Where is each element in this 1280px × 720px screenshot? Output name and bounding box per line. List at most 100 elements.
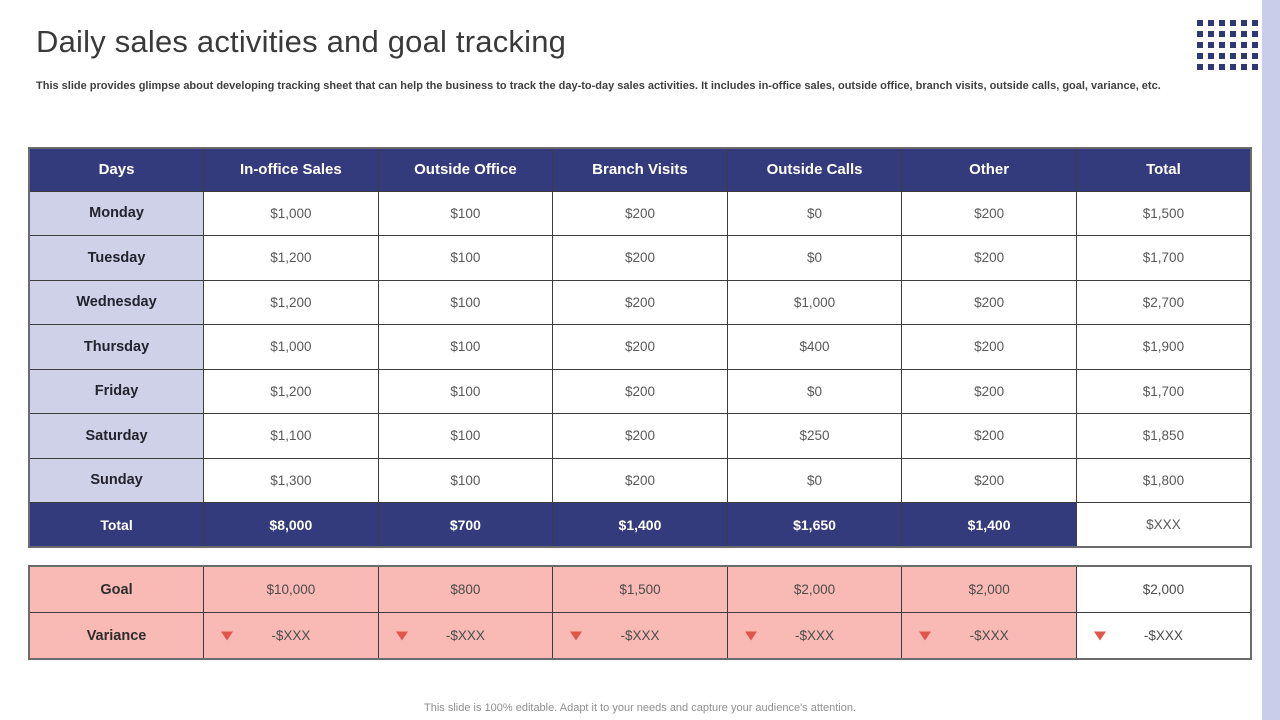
col-header-total: Total (1075, 147, 1252, 192)
col-header-outside-office: Outside Office (377, 147, 554, 192)
value-cell: $0 (726, 457, 903, 503)
table-row-friday: Friday $1,200 $100 $200 $0 $200 $1,700 (28, 368, 1252, 414)
variance-down-icon (221, 631, 234, 640)
goal-value-cell: $1,500 (552, 565, 728, 613)
goal-value-cell: $800 (377, 565, 554, 613)
variance-down-icon (395, 631, 408, 640)
variance-value: -$XXX (1143, 628, 1183, 643)
value-cell: $200 (901, 279, 1077, 325)
variance-value: -$XXX (271, 628, 311, 643)
goal-value-cell: $2,000 (726, 565, 903, 613)
table-header-row: Days In-office Sales Outside Office Bran… (28, 147, 1252, 192)
value-cell: $200 (901, 235, 1077, 281)
value-cell: $1,000 (203, 324, 379, 370)
variance-row: Variance -$XXX -$XXX -$XXX -$XXX -$XXX -… (28, 612, 1252, 660)
col-header-outside-calls: Outside Calls (726, 147, 903, 192)
variance-label: Variance (28, 612, 205, 660)
value-cell: $200 (901, 324, 1077, 370)
table-row-saturday: Saturday $1,100 $100 $200 $250 $200 $1,8… (28, 413, 1252, 459)
goal-total-cell: $2,000 (1075, 565, 1252, 613)
variance-value-cell: -$XXX (203, 612, 379, 660)
value-cell: $1,700 (1075, 235, 1252, 281)
col-header-in-office-sales: In-office Sales (203, 147, 379, 192)
value-cell: $1,300 (203, 457, 379, 503)
value-cell: $100 (377, 279, 554, 325)
table-row-wednesday: Wednesday $1,200 $100 $200 $1,000 $200 $… (28, 279, 1252, 325)
total-value-cell: $700 (377, 502, 554, 548)
value-cell: $0 (726, 190, 903, 236)
value-cell: $100 (377, 413, 554, 459)
variance-value: -$XXX (620, 628, 660, 643)
value-cell: $100 (377, 324, 554, 370)
value-cell: $200 (901, 457, 1077, 503)
variance-value: -$XXX (445, 628, 485, 643)
col-header-branch-visits: Branch Visits (552, 147, 728, 192)
value-cell: $1,200 (203, 279, 379, 325)
daily-sales-table: Days In-office Sales Outside Office Bran… (28, 147, 1252, 548)
variance-value: -$XXX (795, 628, 835, 643)
variance-value-cell: -$XXX (726, 612, 903, 660)
goal-value-cell: $10,000 (203, 565, 379, 613)
value-cell: $1,900 (1075, 324, 1252, 370)
table-row-thursday: Thursday $1,000 $100 $200 $400 $200 $1,9… (28, 324, 1252, 370)
total-value-cell: $8,000 (203, 502, 379, 548)
value-cell: $1,700 (1075, 368, 1252, 414)
col-header-days: Days (28, 147, 205, 192)
right-accent-strip (1262, 0, 1280, 720)
day-label: Monday (28, 190, 205, 236)
table-row-total: Total $8,000 $700 $1,400 $1,650 $1,400 $… (28, 502, 1252, 548)
goal-variance-table: Goal $10,000 $800 $1,500 $2,000 $2,000 $… (28, 565, 1252, 660)
table-row-sunday: Sunday $1,300 $100 $200 $0 $200 $1,800 (28, 457, 1252, 503)
total-value-cell: $1,400 (552, 502, 728, 548)
value-cell: $1,000 (726, 279, 903, 325)
value-cell: $200 (901, 413, 1077, 459)
value-cell: $1,200 (203, 368, 379, 414)
variance-down-icon (744, 631, 757, 640)
value-cell: $100 (377, 368, 554, 414)
value-cell: $0 (726, 235, 903, 281)
value-cell: $200 (552, 190, 728, 236)
table-row-monday: Monday $1,000 $100 $200 $0 $200 $1,500 (28, 190, 1252, 236)
value-cell: $2,700 (1075, 279, 1252, 325)
value-cell: $1,500 (1075, 190, 1252, 236)
value-cell: $1,850 (1075, 413, 1252, 459)
value-cell: $250 (726, 413, 903, 459)
value-cell: $1,200 (203, 235, 379, 281)
value-cell: $400 (726, 324, 903, 370)
value-cell: $100 (377, 190, 554, 236)
col-header-other: Other (901, 147, 1077, 192)
value-cell: $0 (726, 368, 903, 414)
variance-value-cell: -$XXX (552, 612, 728, 660)
value-cell: $200 (552, 413, 728, 459)
day-label: Thursday (28, 324, 205, 370)
variance-value-cell: -$XXX (901, 612, 1077, 660)
dots-pattern-icon (1197, 20, 1258, 70)
variance-value: -$XXX (969, 628, 1009, 643)
value-cell: $200 (552, 368, 728, 414)
goal-label: Goal (28, 565, 205, 613)
goal-row: Goal $10,000 $800 $1,500 $2,000 $2,000 $… (28, 565, 1252, 613)
variance-total-cell: -$XXX (1075, 612, 1252, 660)
value-cell: $100 (377, 235, 554, 281)
value-cell: $1,000 (203, 190, 379, 236)
value-cell: $200 (901, 368, 1077, 414)
value-cell: $200 (552, 235, 728, 281)
table-row-tuesday: Tuesday $1,200 $100 $200 $0 $200 $1,700 (28, 235, 1252, 281)
day-label: Saturday (28, 413, 205, 459)
variance-value-cell: -$XXX (377, 612, 554, 660)
day-label: Sunday (28, 457, 205, 503)
variance-down-icon (919, 631, 932, 640)
value-cell: $200 (901, 190, 1077, 236)
slide-footer-note: This slide is 100% editable. Adapt it to… (424, 702, 856, 714)
value-cell: $200 (552, 324, 728, 370)
page-title: Daily sales activities and goal tracking (36, 24, 567, 59)
goal-value-cell: $2,000 (901, 565, 1077, 613)
value-cell: $100 (377, 457, 554, 503)
variance-down-icon (570, 631, 583, 640)
variance-down-icon (1093, 631, 1106, 640)
grand-total-cell: $XXX (1075, 502, 1252, 548)
slide-subtitle: This slide provides glimpse about develo… (36, 80, 1161, 92)
day-label: Friday (28, 368, 205, 414)
value-cell: $1,100 (203, 413, 379, 459)
value-cell: $1,800 (1075, 457, 1252, 503)
